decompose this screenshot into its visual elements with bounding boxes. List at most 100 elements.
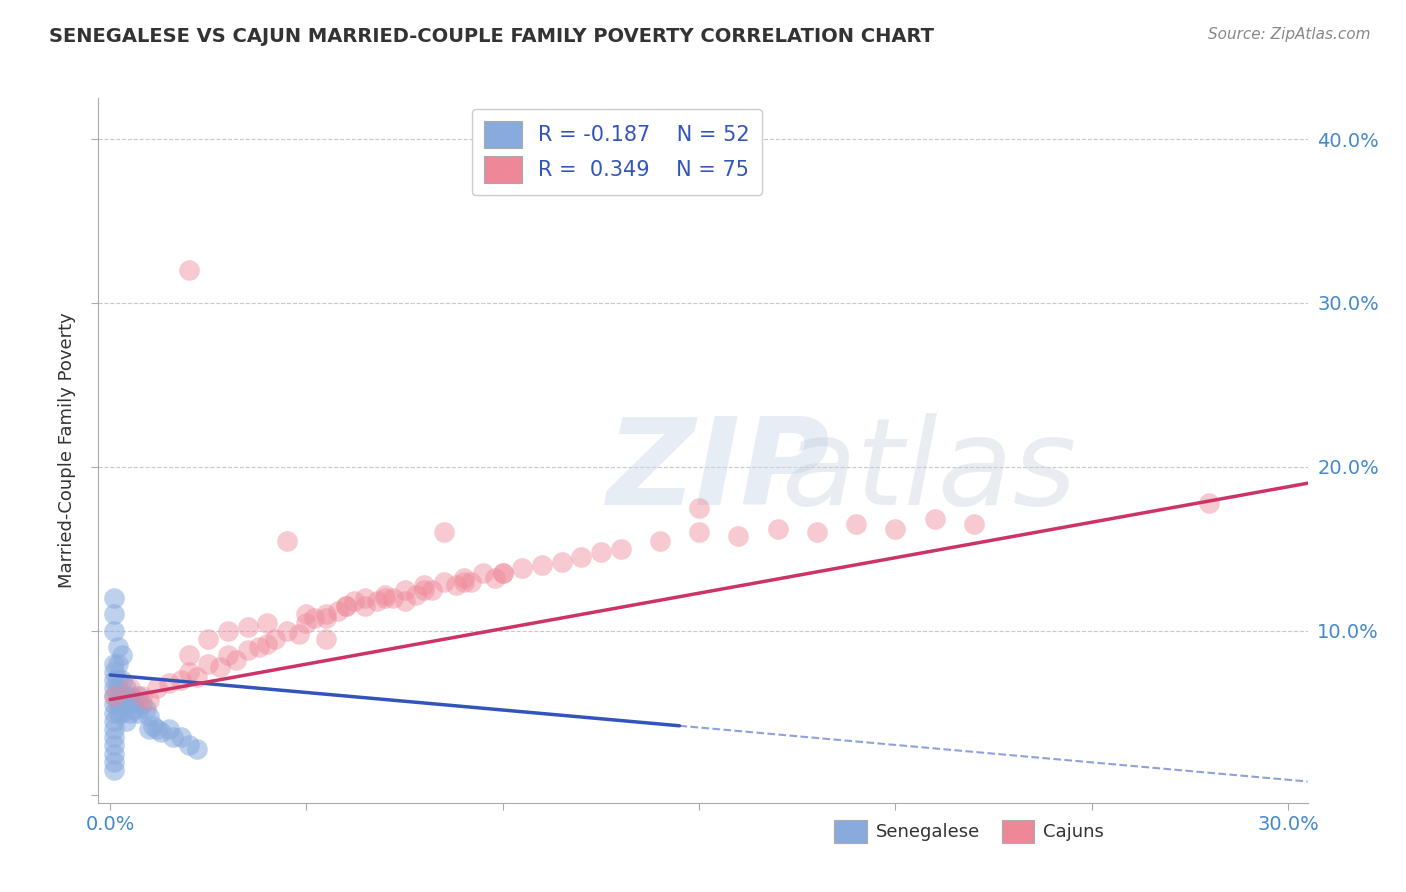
- Text: Source: ZipAtlas.com: Source: ZipAtlas.com: [1208, 27, 1371, 42]
- Point: [103, 714, 125, 728]
- Point: [122, 702, 145, 716]
- Point: [186, 741, 208, 756]
- Point: [107, 673, 129, 687]
- Point: [247, 640, 270, 654]
- Point: [127, 690, 149, 704]
- Point: [315, 607, 337, 622]
- Point: [354, 599, 377, 614]
- Point: [433, 525, 456, 540]
- Point: [107, 706, 129, 720]
- Point: [688, 525, 710, 540]
- Point: [135, 702, 157, 716]
- Point: [107, 698, 129, 712]
- Point: [315, 632, 337, 646]
- Point: [405, 588, 427, 602]
- Point: [177, 665, 200, 679]
- Point: [115, 698, 138, 712]
- Point: [492, 566, 515, 581]
- Point: [236, 620, 259, 634]
- Point: [688, 500, 710, 515]
- Point: [103, 698, 125, 712]
- Point: [131, 698, 153, 712]
- Point: [374, 588, 396, 602]
- Point: [138, 692, 160, 706]
- Point: [107, 690, 129, 704]
- Point: [1198, 496, 1220, 510]
- Point: [103, 624, 125, 638]
- Point: [146, 681, 169, 695]
- Point: [118, 681, 141, 695]
- Point: [103, 591, 125, 605]
- Point: [304, 610, 326, 624]
- Point: [484, 571, 506, 585]
- Point: [115, 714, 138, 728]
- Point: [256, 615, 278, 630]
- Point: [335, 599, 357, 614]
- Point: [103, 706, 125, 720]
- Point: [264, 632, 287, 646]
- Point: [157, 722, 180, 736]
- Point: [420, 582, 443, 597]
- Point: [150, 725, 173, 739]
- Point: [107, 657, 129, 671]
- Point: [287, 627, 309, 641]
- Point: [103, 731, 125, 745]
- Point: [118, 698, 141, 712]
- Point: [103, 681, 125, 695]
- Point: [177, 739, 200, 753]
- Point: [170, 731, 193, 745]
- Point: [315, 610, 337, 624]
- Point: [460, 574, 482, 589]
- Point: [335, 599, 357, 614]
- Point: [472, 566, 495, 581]
- Point: [103, 747, 125, 761]
- Point: [492, 566, 515, 581]
- Point: [103, 763, 125, 777]
- Point: [845, 517, 868, 532]
- Point: [453, 574, 475, 589]
- Point: [433, 574, 456, 589]
- Point: [146, 722, 169, 736]
- Point: [138, 722, 160, 736]
- Point: [374, 591, 396, 605]
- Point: [276, 533, 298, 548]
- Point: [924, 512, 946, 526]
- Point: [138, 709, 160, 723]
- Point: [115, 690, 138, 704]
- Point: [550, 555, 572, 569]
- Y-axis label: Married-Couple Family Poverty: Married-Couple Family Poverty: [58, 312, 76, 589]
- Point: [569, 549, 592, 564]
- Point: [177, 263, 200, 277]
- Legend: Senegalese, Cajuns: Senegalese, Cajuns: [827, 813, 1111, 850]
- Point: [162, 731, 184, 745]
- Point: [609, 541, 631, 556]
- Point: [107, 640, 129, 654]
- Point: [111, 706, 134, 720]
- Point: [381, 591, 404, 605]
- Point: [256, 637, 278, 651]
- Point: [157, 676, 180, 690]
- Point: [103, 755, 125, 769]
- Point: [884, 522, 907, 536]
- Point: [394, 594, 416, 608]
- Point: [103, 665, 125, 679]
- Text: ZIP: ZIP: [606, 413, 830, 530]
- Point: [111, 690, 134, 704]
- Point: [115, 681, 138, 695]
- Point: [170, 673, 193, 687]
- Text: SENEGALESE VS CAJUN MARRIED-COUPLE FAMILY POVERTY CORRELATION CHART: SENEGALESE VS CAJUN MARRIED-COUPLE FAMIL…: [49, 27, 934, 45]
- Point: [142, 719, 165, 733]
- Point: [127, 706, 149, 720]
- Point: [103, 722, 125, 736]
- Point: [177, 648, 200, 663]
- Point: [111, 673, 134, 687]
- Point: [648, 533, 671, 548]
- Point: [131, 690, 153, 704]
- Point: [209, 660, 232, 674]
- Point: [342, 594, 364, 608]
- Point: [107, 681, 129, 695]
- Point: [444, 578, 467, 592]
- Point: [531, 558, 554, 573]
- Point: [354, 591, 377, 605]
- Point: [413, 582, 436, 597]
